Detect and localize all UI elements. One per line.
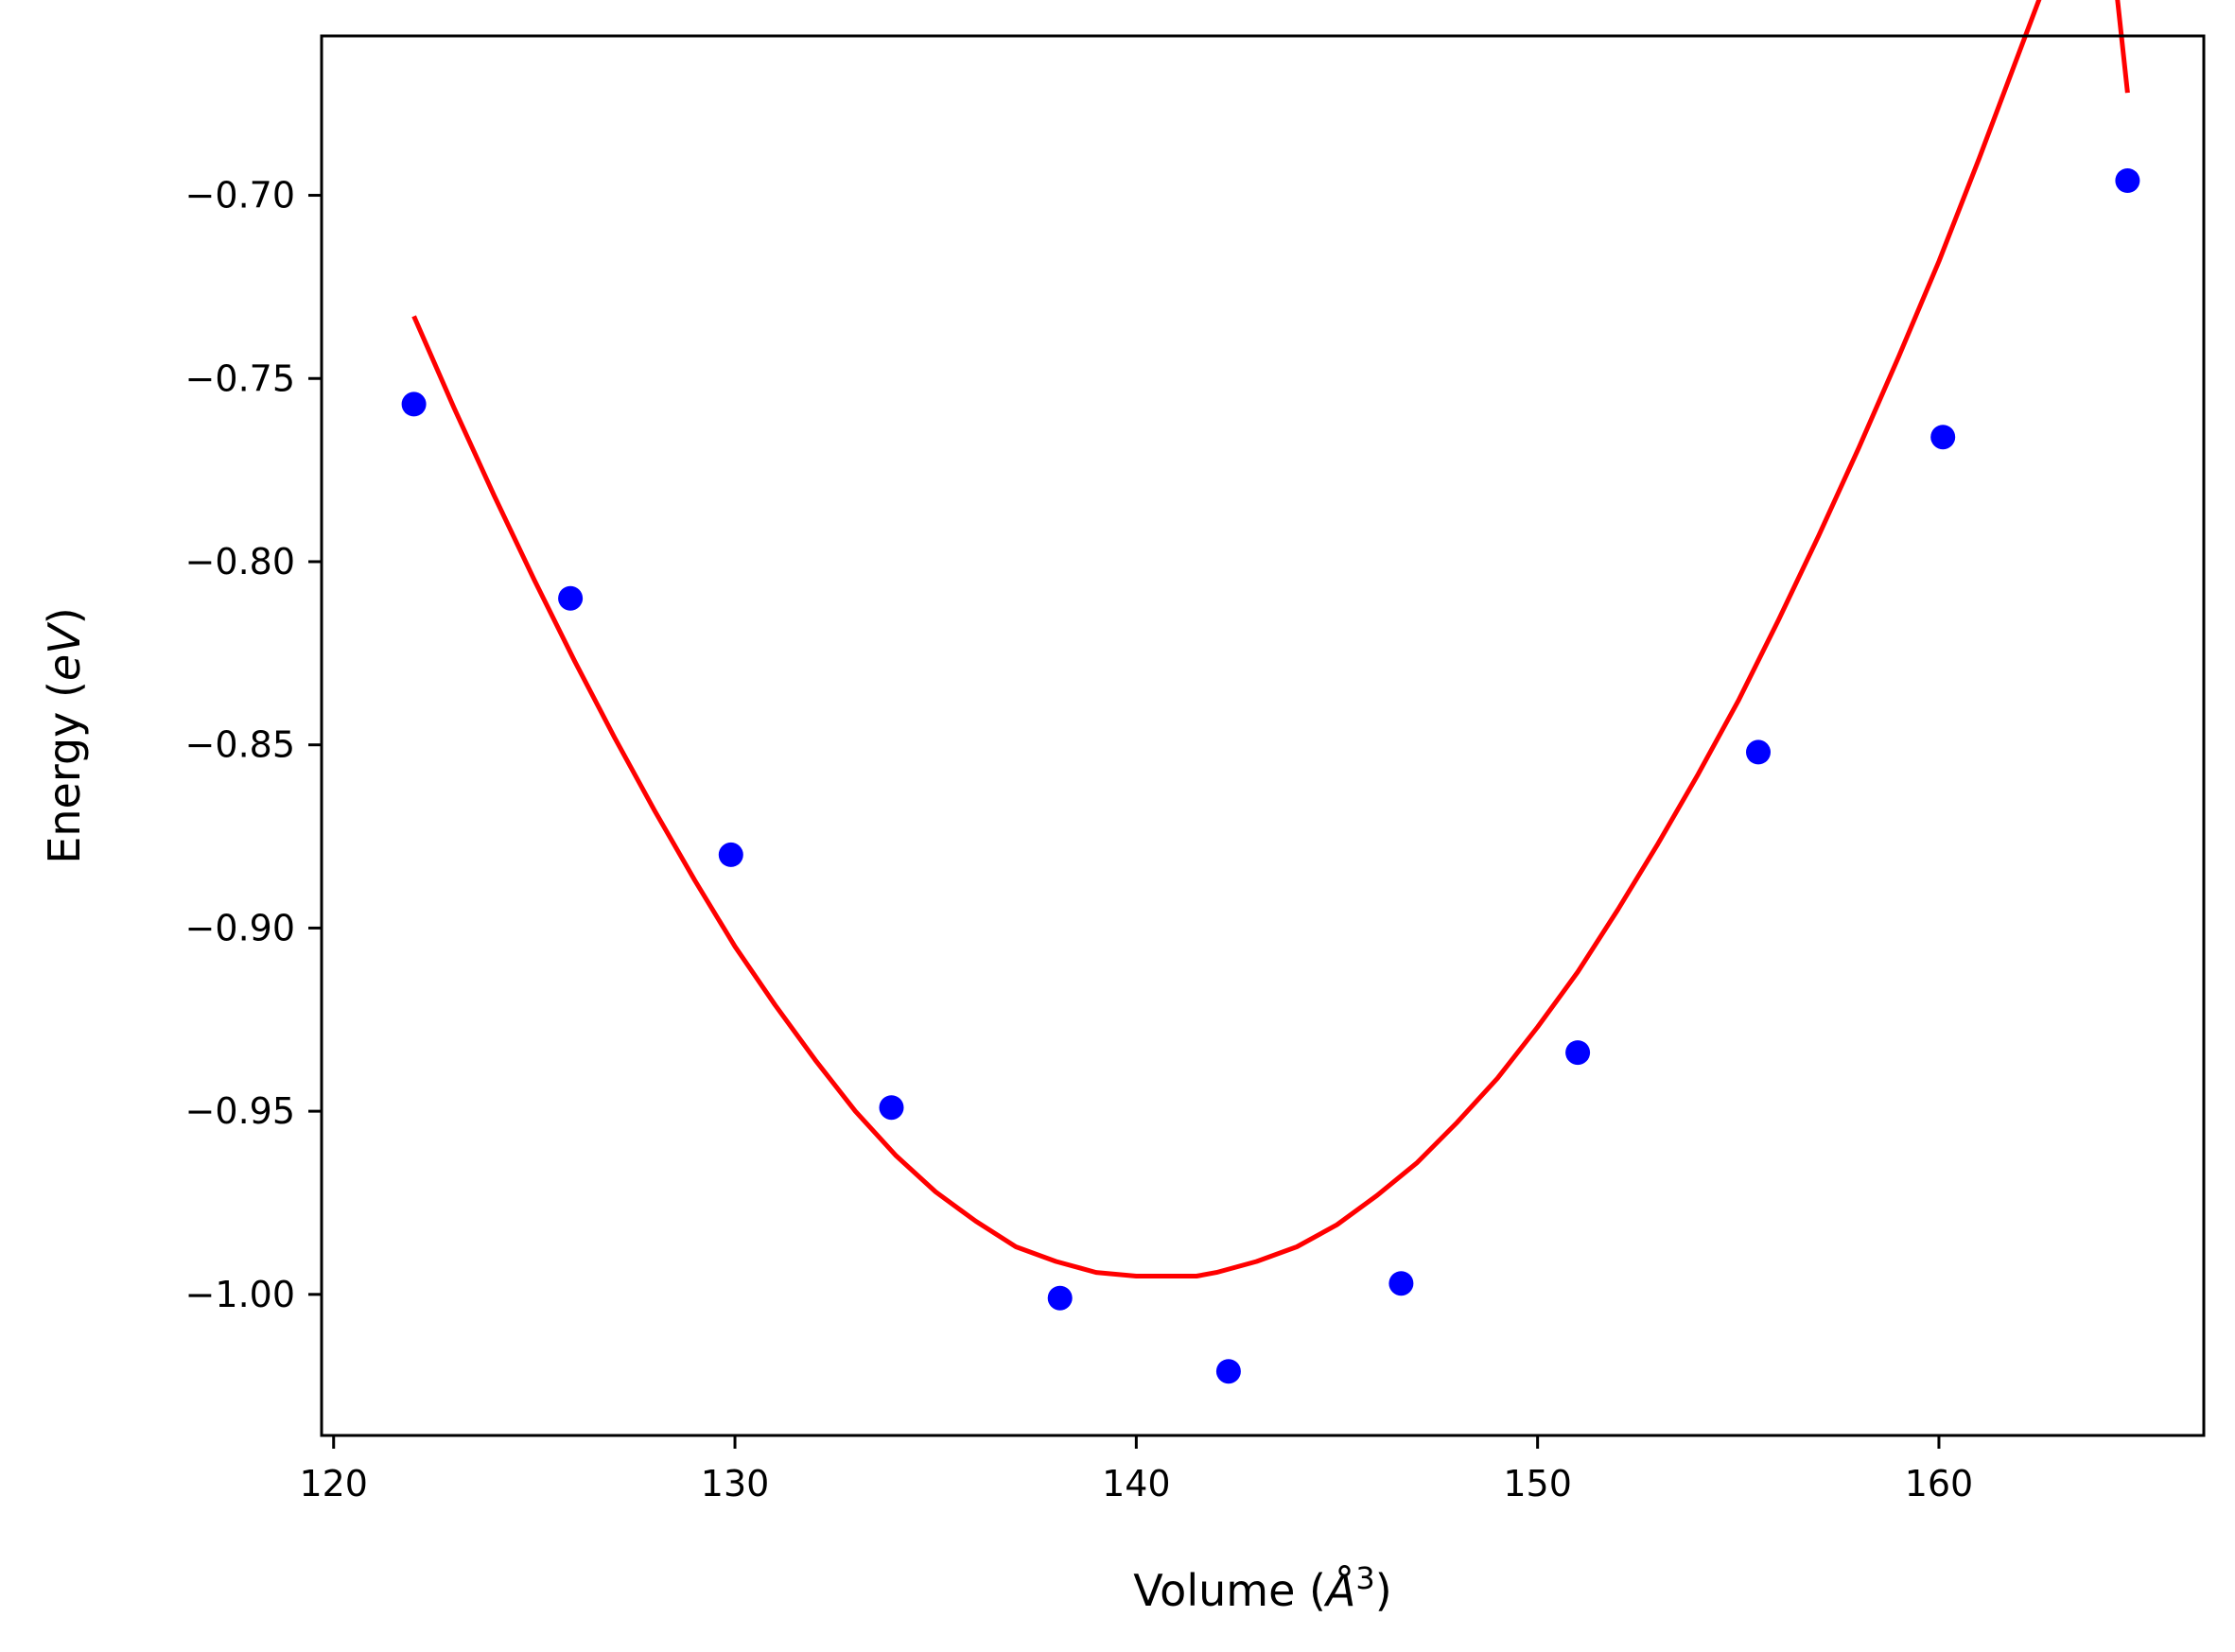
fit-curve-line xyxy=(411,0,2130,1278)
y-axis: −1.00 −0.95 −0.90 −0.85 −0.80 −0.75 −0.70 xyxy=(185,175,322,1315)
y-tick-label: −1.00 xyxy=(185,1274,295,1315)
x-axis: 120 130 140 150 160 xyxy=(299,1435,1973,1504)
data-point xyxy=(1565,1040,1591,1066)
series-layer xyxy=(401,0,2140,1384)
y-axis-label-unit: eV xyxy=(39,621,90,681)
plot-area xyxy=(320,0,2206,1437)
y-tick-label: −0.80 xyxy=(185,541,295,583)
data-point xyxy=(2115,168,2140,193)
y-axis-label: Energy (eV) xyxy=(39,607,90,863)
data-point xyxy=(1047,1285,1073,1311)
x-axis-label-exponent: 3 xyxy=(1355,1560,1374,1596)
data-point xyxy=(401,391,427,417)
data-point xyxy=(1215,1359,1241,1384)
axes-frame xyxy=(320,34,2206,1437)
y-tick-label: −0.70 xyxy=(185,175,295,217)
x-axis-label-close: ) xyxy=(1375,1565,1392,1616)
data-point xyxy=(1930,425,1956,450)
x-tick-label: 150 xyxy=(1503,1463,1572,1504)
x-tick-label: 130 xyxy=(701,1463,770,1504)
y-tick-label: −0.85 xyxy=(185,724,295,766)
x-axis-label-text: Volume ( xyxy=(1133,1565,1326,1616)
x-tick-label: 160 xyxy=(1905,1463,1974,1504)
y-tick-label: −0.90 xyxy=(185,907,295,948)
data-point xyxy=(1388,1271,1414,1296)
data-point xyxy=(558,585,584,611)
x-axis-label-unit: Å xyxy=(1323,1565,1355,1616)
x-tick-label: 140 xyxy=(1102,1463,1171,1504)
x-axis-label: Volume (Å3) xyxy=(1133,1560,1391,1616)
y-tick-label: −0.95 xyxy=(185,1090,295,1132)
data-point xyxy=(1746,739,1771,765)
y-axis-label-text: Energy ( xyxy=(39,681,90,864)
y-tick-label: −0.75 xyxy=(185,357,295,399)
data-point xyxy=(879,1095,904,1121)
y-axis-label-close: ) xyxy=(39,607,90,624)
x-tick-label: 120 xyxy=(299,1463,368,1504)
data-point xyxy=(718,842,743,867)
